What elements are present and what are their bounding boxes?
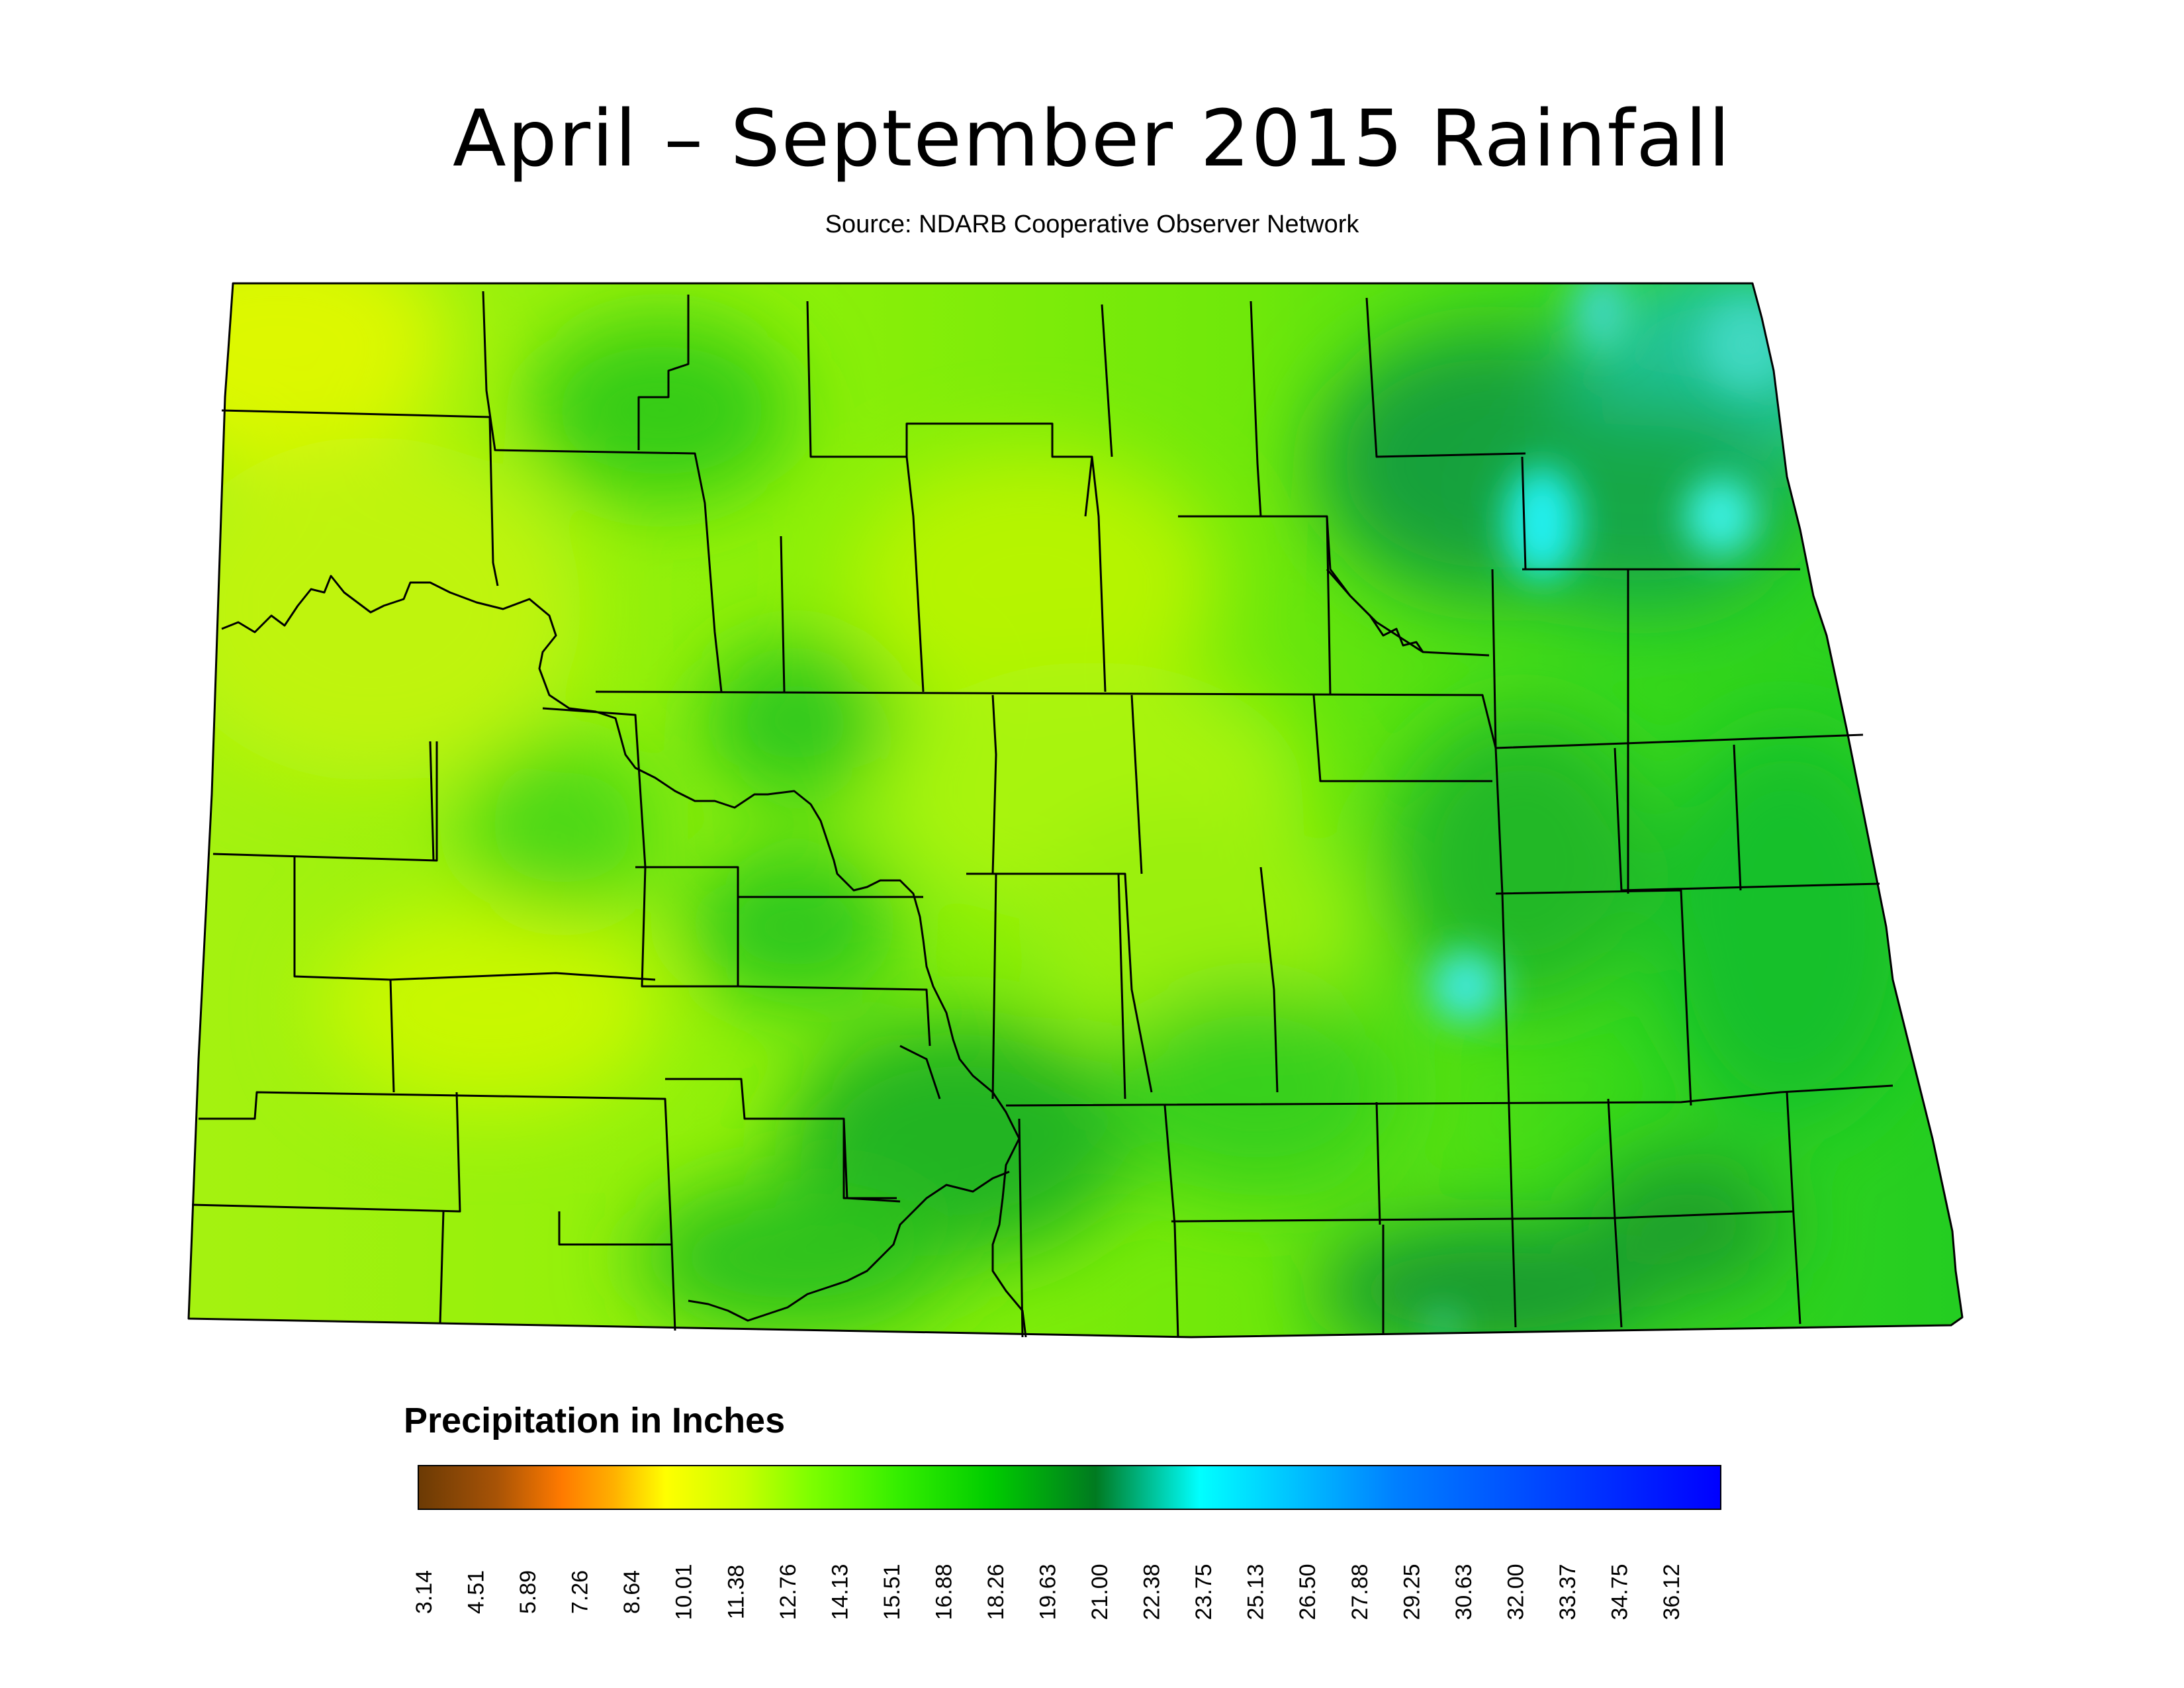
legend-color-bar bbox=[418, 1465, 1721, 1510]
rainfall-field bbox=[189, 283, 1962, 1337]
legend-tick-label: 29.25 bbox=[1399, 1564, 1424, 1620]
legend-tick-label: 10.01 bbox=[672, 1564, 697, 1620]
legend-tick-label: 21.00 bbox=[1087, 1564, 1113, 1620]
legend-tick-label: 19.63 bbox=[1036, 1564, 1061, 1620]
legend-tick-label: 30.63 bbox=[1451, 1564, 1477, 1620]
legend-tick-label: 36.12 bbox=[1659, 1564, 1684, 1620]
legend-tick-label: 25.13 bbox=[1244, 1564, 1269, 1620]
legend-tick-label: 5.89 bbox=[516, 1570, 541, 1614]
map-title: April – September 2015 Rainfall bbox=[453, 93, 1731, 184]
legend-tick-label: 34.75 bbox=[1607, 1564, 1632, 1620]
legend-tick-label: 3.14 bbox=[412, 1570, 437, 1614]
legend-tick-label: 32.00 bbox=[1503, 1564, 1528, 1620]
legend-tick-label: 26.50 bbox=[1295, 1564, 1320, 1620]
legend-tick-label: 14.13 bbox=[827, 1564, 852, 1620]
legend-tick-label: 18.26 bbox=[983, 1564, 1009, 1620]
map-subtitle: Source: NDARB Cooperative Observer Netwo… bbox=[825, 211, 1359, 238]
legend-tick-label: 16.88 bbox=[931, 1564, 956, 1620]
legend-tick-label: 15.51 bbox=[880, 1564, 905, 1620]
legend-tick-label: 22.38 bbox=[1140, 1564, 1165, 1620]
legend-tick-label: 8.64 bbox=[619, 1570, 645, 1614]
legend-tick-label: 11.38 bbox=[723, 1565, 749, 1620]
legend-ticks: 3.14 4.51 5.89 7.26 8.64 10.01 11.38 12.76 14.13… bbox=[412, 1564, 1684, 1620]
legend-tick-label: 27.88 bbox=[1347, 1564, 1373, 1620]
legend-tick-label: 23.75 bbox=[1191, 1564, 1216, 1620]
county-boundaries bbox=[187, 282, 1964, 1338]
legend-title: Precipitation in Inches bbox=[404, 1401, 786, 1440]
legend-tick-label: 7.26 bbox=[568, 1570, 593, 1614]
legend-tick-label: 12.76 bbox=[776, 1564, 801, 1620]
legend-tick-label: 33.37 bbox=[1555, 1564, 1580, 1620]
legend-tick-label: 4.51 bbox=[464, 1570, 489, 1614]
